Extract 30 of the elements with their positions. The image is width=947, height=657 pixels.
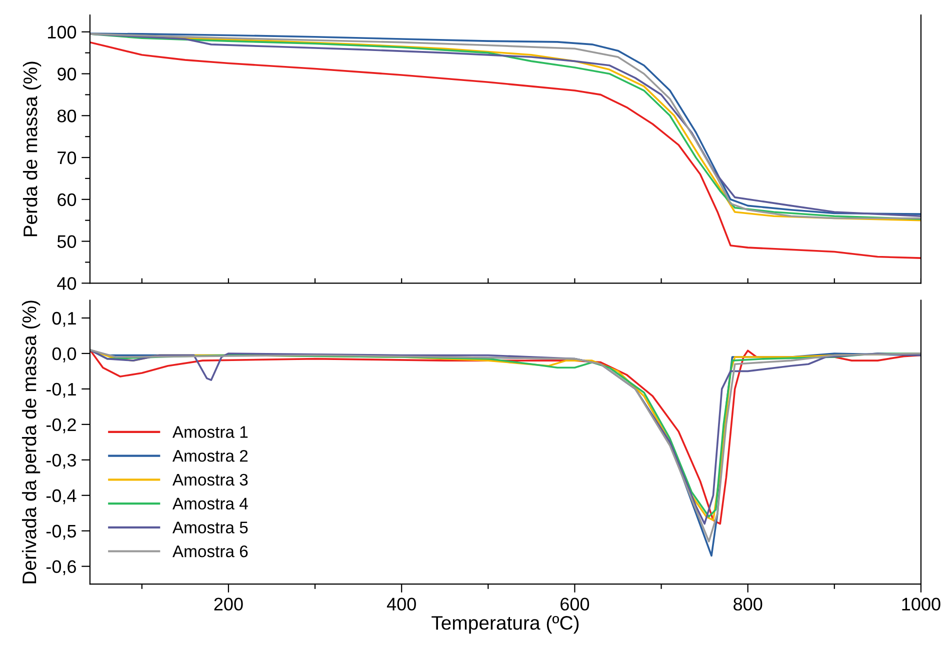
y-tick-label: 40	[57, 277, 76, 290]
y-tick-label: 50	[57, 235, 76, 248]
legend-label: Amostra 3	[172, 474, 248, 486]
y-tick-label: 0,0	[52, 347, 76, 362]
y-axis-title: Derivada da perda de massa (%)	[22, 300, 40, 584]
legend-label: Amostra 1	[172, 426, 248, 438]
y-tick-label: 80	[57, 110, 76, 122]
y-tick-label: -0,1	[46, 382, 76, 398]
x-tick-label: 600	[560, 598, 590, 611]
y-tick-label: -0,4	[46, 489, 76, 504]
y-tick-label: 60	[58, 193, 76, 206]
x-tick-label: 200	[214, 598, 243, 611]
y-tick-label: 70	[58, 151, 76, 164]
legend-label: Amostra 6	[172, 545, 248, 558]
y-tick-label: 90	[58, 68, 76, 80]
x-tick-label: 1000	[902, 598, 940, 611]
y-tick-label: -0,6	[46, 560, 76, 576]
x-axis-title: Temperatura (ºC)	[432, 615, 579, 634]
legend-label: Amostra 4	[172, 498, 248, 510]
y-tick-label: 100	[48, 26, 76, 39]
x-tick-label: 800	[734, 598, 762, 611]
y-tick-label: -0,3	[46, 454, 76, 469]
y-tick-label: -0,5	[46, 524, 76, 540]
y-tick-label: 0,1	[52, 312, 76, 327]
y-axis-title: Perda de massa (%)	[22, 62, 42, 236]
y-tick-label: -0,2	[46, 418, 76, 434]
line-series	[90, 41, 921, 259]
legend-label: Amostra 5	[172, 522, 248, 534]
legend-label: Amostra 2	[172, 450, 248, 462]
x-tick-label: 400	[386, 598, 416, 611]
